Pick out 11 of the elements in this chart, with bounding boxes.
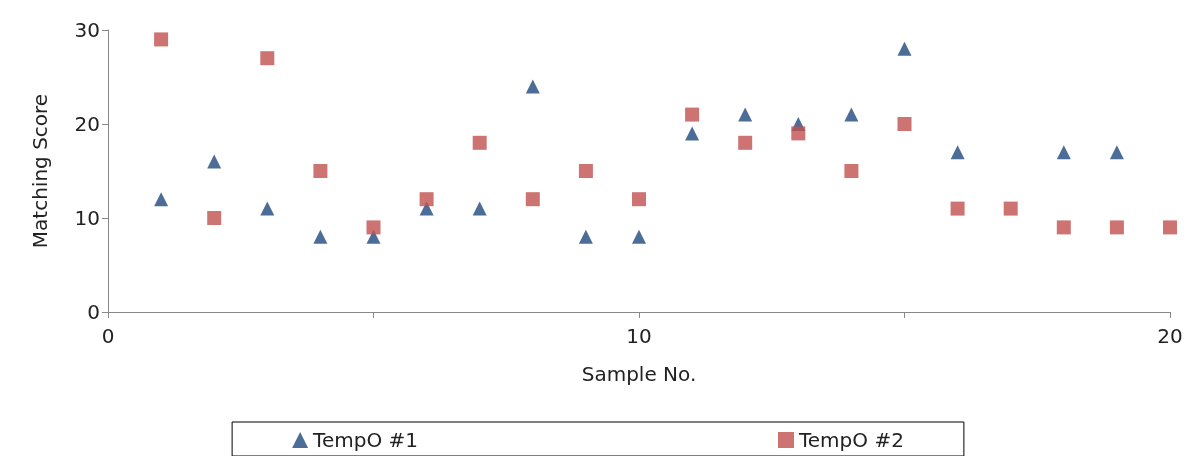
x-tick-label: 10 bbox=[626, 324, 652, 348]
x-tick-label: 0 bbox=[101, 324, 115, 348]
y-tick-label: 10 bbox=[74, 206, 100, 230]
y-tick-label: 30 bbox=[74, 18, 100, 42]
y-tick-label: 20 bbox=[74, 112, 100, 136]
x-tick-label: 20 bbox=[1157, 324, 1183, 348]
x-axis-title: Sample No. bbox=[581, 362, 697, 386]
y-tick-label: 0 bbox=[87, 300, 100, 324]
y-axis-title: Matching Score bbox=[28, 93, 52, 249]
legend-label: TempO #1 bbox=[312, 428, 419, 452]
legend-label: TempO #2 bbox=[798, 428, 904, 452]
